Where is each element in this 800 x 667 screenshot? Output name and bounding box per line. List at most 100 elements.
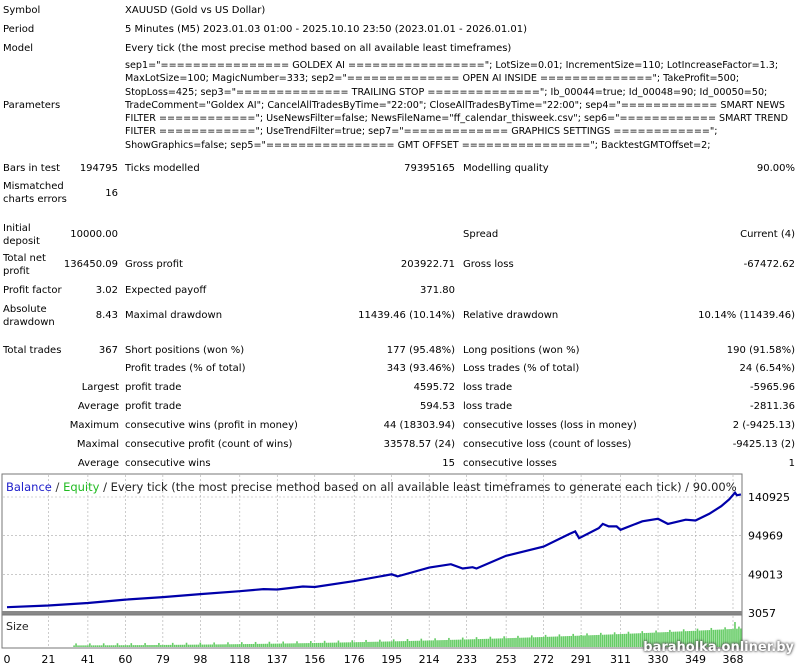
size-bar	[674, 631, 677, 647]
size-bar	[576, 635, 578, 647]
size-bar	[73, 645, 75, 647]
size-bar	[150, 645, 152, 647]
size-bar	[286, 643, 288, 647]
size-bar	[465, 639, 468, 647]
watermark: baraholka.onliner.by	[643, 640, 794, 655]
total-trades-label: Total trades	[3, 345, 62, 356]
size-bar	[513, 637, 515, 647]
size-bar	[203, 644, 206, 647]
y-tick-label: 140925	[748, 491, 790, 504]
x-tick-label: 311	[610, 653, 631, 666]
size-bar	[497, 638, 500, 647]
size-bar	[394, 641, 397, 647]
size-bar	[639, 633, 642, 647]
size-bar	[584, 635, 586, 647]
profit-factor-value: 3.02	[95, 285, 118, 296]
deposit-value: 10000.00	[70, 229, 118, 240]
size-bar	[296, 641, 298, 647]
size-bar	[144, 643, 146, 647]
size-bar	[682, 629, 685, 647]
mismatched-value: 16	[105, 188, 118, 199]
short-positions-value: 177 (95.48%)	[386, 345, 455, 356]
loss-trades-value: 24 (6.54%)	[739, 363, 795, 374]
size-bar	[211, 644, 213, 647]
size-bar	[104, 645, 107, 647]
size-bar	[525, 637, 527, 647]
size-bar	[138, 645, 140, 647]
size-bar	[726, 629, 728, 647]
size-bar	[256, 643, 259, 647]
size-bar	[140, 645, 142, 647]
absolute-drawdown-label: Absolute drawdown	[3, 304, 55, 328]
x-tick-label: 156	[304, 653, 325, 666]
size-bar	[438, 640, 440, 647]
size-bar	[106, 645, 109, 647]
x-tick-label: 118	[229, 653, 250, 666]
size-bar	[91, 645, 93, 647]
size-bar	[213, 642, 215, 647]
size-bar	[501, 638, 503, 647]
size-bar	[205, 644, 208, 647]
size-bar	[193, 644, 196, 647]
size-bar	[615, 634, 618, 647]
size-bar	[152, 645, 154, 647]
size-bar	[621, 633, 624, 647]
size-bar	[736, 628, 738, 647]
size-bar	[592, 635, 594, 647]
size-bar	[680, 631, 683, 647]
size-bar	[718, 629, 720, 647]
size-bar	[442, 640, 444, 647]
size-bar	[696, 628, 699, 647]
size-bar	[240, 642, 243, 647]
size-bar	[424, 640, 427, 647]
y-tick-label: 49013	[748, 568, 783, 581]
size-bar	[187, 644, 190, 647]
size-bar	[173, 644, 176, 647]
size-bar	[671, 631, 673, 647]
size-bar	[410, 640, 413, 647]
size-bar	[487, 638, 490, 647]
size-bar	[94, 645, 97, 647]
size-bar	[284, 643, 286, 647]
size-bar	[87, 645, 89, 647]
size-bar	[562, 636, 565, 647]
size-bar	[175, 644, 178, 647]
x-tick-label: 214	[419, 653, 440, 666]
size-bar	[258, 643, 261, 647]
size-bar	[390, 641, 393, 647]
size-bar	[521, 637, 523, 647]
size-bar	[702, 630, 705, 647]
size-bar	[363, 642, 365, 647]
panel-splitter[interactable]	[2, 611, 742, 615]
size-bar	[572, 633, 575, 647]
size-bar	[300, 643, 302, 647]
size-bar	[629, 633, 632, 647]
size-bar	[114, 645, 117, 647]
size-bar	[383, 641, 385, 647]
x-tick-label: 253	[496, 653, 517, 666]
size-bar	[215, 644, 217, 647]
size-bar	[197, 644, 200, 647]
ticks-label: Ticks modelled	[125, 163, 200, 174]
size-bar	[319, 642, 322, 647]
size-bar	[471, 639, 474, 647]
size-bar	[335, 642, 338, 647]
size-bar	[586, 633, 588, 647]
size-bar	[132, 645, 135, 647]
loss-trades-label: Loss trades (% of total)	[463, 363, 580, 374]
row-label: Largest	[81, 382, 119, 393]
size-bar	[310, 641, 312, 647]
size-bar	[489, 636, 492, 647]
size-bar	[651, 632, 653, 647]
size-bar	[420, 638, 423, 647]
x-tick-label: 21	[41, 653, 55, 666]
size-bar	[714, 629, 717, 647]
size-bar	[331, 642, 334, 647]
size-bar	[440, 640, 442, 647]
size-bar	[124, 645, 127, 647]
size-bar	[700, 630, 703, 647]
size-bar	[663, 632, 665, 647]
size-bar	[75, 643, 77, 647]
size-bar	[233, 644, 235, 647]
quality-value: 90.00%	[756, 163, 795, 174]
